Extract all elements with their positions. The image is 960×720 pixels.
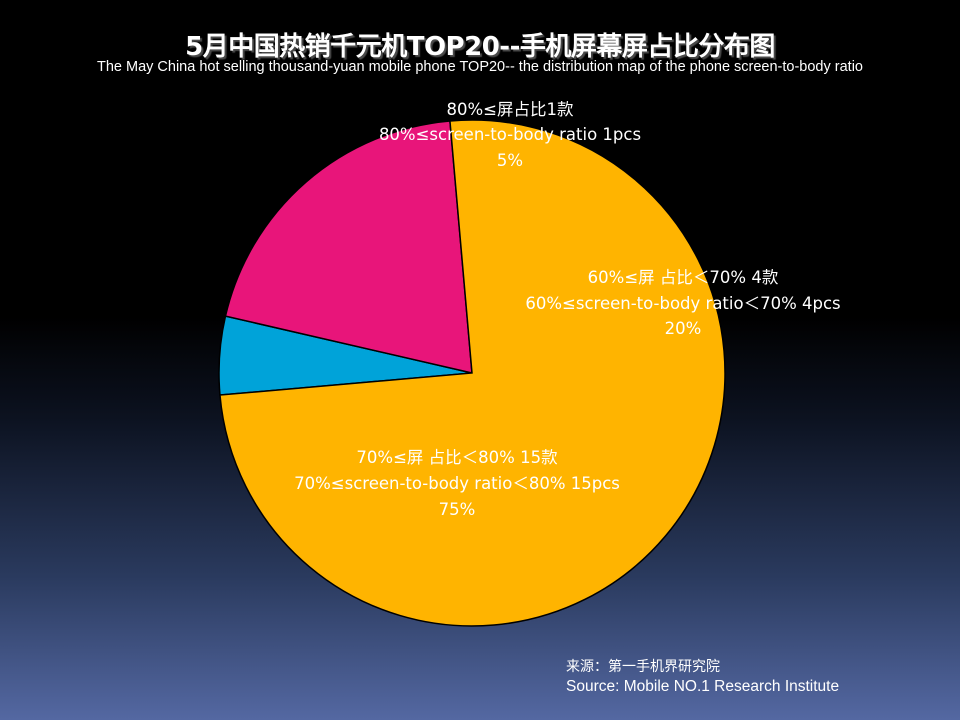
slice-80-plus-label-en: 80%≤screen-to-body ratio 1pcs — [379, 125, 641, 144]
slice-80-plus-percent-label: 5% — [497, 151, 523, 170]
source-en: Source: Mobile NO.1 Research Institute — [566, 678, 840, 695]
chart-title: 5月中国热销千元机TOP20--手机屏幕屏占比分布图 — [185, 32, 775, 62]
slice-60-70-label-en: 60%≤screen-to-body ratio＜70% 4pcs — [525, 294, 840, 313]
slice-70-80-percent-label: 75% — [439, 500, 476, 519]
pie-slice-60-70 — [224, 120, 473, 374]
slice-60-70-percent-label: 20% — [665, 319, 702, 338]
source-note: 来源：第一手机界研究院 Source: Mobile NO.1 Research… — [566, 657, 839, 697]
slice-60-70-label: 60%≤屏 占比＜70% 4款 60%≤screen-to-body ratio＜… — [525, 268, 840, 338]
pie-slices — [218, 119, 726, 627]
slice-80-plus-label: 80%≤屏占比1款 80%≤screen-to-body ratio 1pcs 5% — [379, 100, 641, 170]
slice-80-plus-label-cn: 80%≤屏占比1款 — [447, 100, 574, 119]
slice-70-80-label-cn: 70%≤屏 占比＜80% 15款 — [356, 448, 558, 467]
slice-60-70-label-cn: 60%≤屏 占比＜70% 4款 — [588, 268, 779, 287]
chart-subtitle: The May China hot selling thousand-yuan … — [96, 59, 863, 75]
pie-labels: 80%≤屏占比1款 80%≤screen-to-body ratio 1pcs 5%… — [294, 100, 841, 519]
slice-70-80-label-en: 70%≤screen-to-body ratio＜80% 15pcs — [294, 474, 620, 493]
slice-70-80-label: 70%≤屏 占比＜80% 15款 70%≤screen-to-body ratio… — [294, 448, 620, 519]
pie-slice-70-80 — [219, 119, 726, 627]
source-cn: 来源：第一手机界研究院 — [566, 659, 720, 675]
